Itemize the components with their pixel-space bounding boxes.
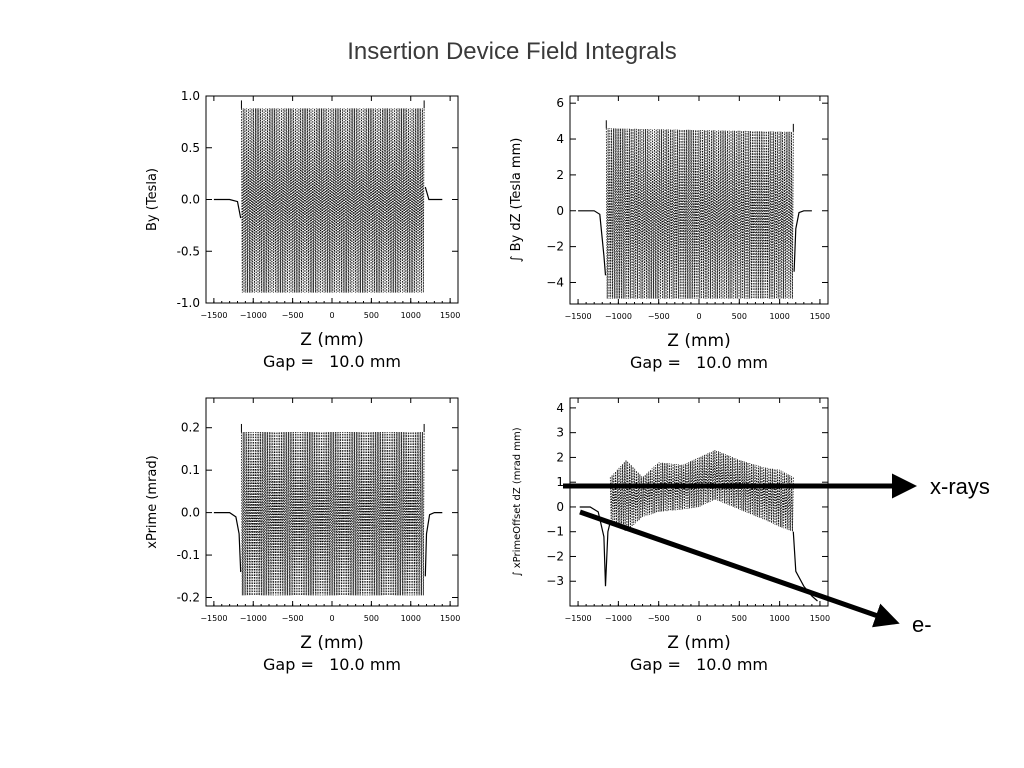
x-tick-label: −1500	[200, 311, 227, 320]
gap-caption: Gap = 10.0 mm	[263, 655, 401, 674]
y-tick-label: 1	[556, 475, 564, 489]
y-tick-label: 2	[556, 450, 564, 464]
series-left-tail	[213, 512, 242, 573]
y-tick-label: 0.1	[181, 463, 200, 477]
y-axis-label: xPrime (mrad)	[145, 455, 160, 548]
series-left-tail	[213, 198, 242, 219]
y-tick-label: 3	[556, 426, 564, 440]
x-tick-label: −1000	[240, 614, 267, 623]
y-tick-label: 0.2	[181, 421, 200, 435]
y-tick-label: 6	[556, 96, 564, 110]
series-oscillation	[609, 450, 794, 532]
y-tick-label: 2	[556, 168, 564, 182]
x-tick-label: 1000	[769, 312, 789, 321]
x-axis-label: Z (mm)	[667, 633, 730, 653]
x-tick-label: −500	[648, 614, 670, 623]
x-tick-label: −1000	[605, 312, 632, 321]
series-right-tail	[793, 210, 812, 272]
y-tick-label: 4	[556, 132, 564, 146]
x-tick-label: 500	[364, 614, 379, 623]
series-right-tail	[792, 531, 818, 602]
series-right-tail	[424, 186, 443, 201]
page-title: Insertion Device Field Integrals	[347, 38, 677, 65]
gap-caption: Gap = 10.0 mm	[630, 655, 768, 674]
y-axis-label: By (Tesla)	[145, 168, 160, 231]
x-tick-label: 500	[364, 311, 379, 320]
x-tick-label: −1500	[565, 312, 592, 321]
x-tick-label: −500	[282, 614, 304, 623]
y-tick-label: 0	[556, 204, 564, 218]
chart-by: −1500 −1000 −500 0 500 1000 1500 -1.0 -0.5 0.0 0.5…	[145, 89, 460, 371]
y-tick-label: −2	[546, 549, 564, 563]
x-tick-label: −1500	[200, 614, 227, 623]
x-tick-label: −500	[648, 312, 670, 321]
y-tick-label: −4	[546, 275, 564, 289]
y-tick-label: 0.0	[181, 506, 200, 520]
series-right-tail	[424, 512, 443, 577]
y-tick-label: 0.5	[181, 141, 200, 155]
x-tick-label: 1500	[440, 614, 460, 623]
xrays-label: x-rays	[930, 474, 990, 499]
series-oscillation	[241, 431, 425, 596]
x-tick-label: −1000	[240, 311, 267, 320]
x-tick-label: 0	[329, 614, 334, 623]
y-tick-label: -1.0	[177, 296, 200, 310]
y-tick-label: -0.1	[177, 548, 200, 562]
chart-integral-by: −1500 −1000 −500 0 500 1000 1500 −4 −2 0 2 4 6 Z (mm)…	[509, 95, 830, 372]
x-axis-label: Z (mm)	[300, 330, 363, 350]
y-tick-label: −2	[546, 240, 564, 254]
x-tick-label: 500	[732, 312, 747, 321]
x-tick-label: 1500	[440, 311, 460, 320]
x-tick-label: 0	[696, 312, 701, 321]
gap-caption: Gap = 10.0 mm	[630, 353, 768, 372]
y-tick-label: −1	[546, 525, 564, 539]
x-tick-label: 1000	[401, 614, 421, 623]
y-axis-label: ∫ xPrimeOffset dZ (mrad mm)	[512, 427, 523, 576]
electron-arrow	[579, 509, 900, 628]
x-axis-label: Z (mm)	[667, 331, 730, 351]
x-axis-label: Z (mm)	[300, 633, 363, 653]
x-tick-label: 1000	[401, 311, 421, 320]
electron-label: e-	[912, 612, 932, 637]
x-tick-label: −1000	[605, 614, 632, 623]
x-tick-label: 0	[329, 311, 334, 320]
y-tick-label: 1.0	[181, 89, 200, 103]
x-tick-label: 500	[732, 614, 747, 623]
series-left-tail	[578, 210, 607, 276]
x-tick-label: 1000	[769, 614, 789, 623]
series-oscillation	[605, 128, 794, 299]
x-tick-label: 0	[696, 614, 701, 623]
series-oscillation	[241, 108, 425, 293]
gap-caption: Gap = 10.0 mm	[263, 352, 401, 371]
y-tick-label: −3	[546, 574, 564, 588]
chart-integral-xprime: −1500 −1000 −500 0 500 1000 1500 −3 −2 −1 0 1 2 3 4 Z (…	[512, 397, 830, 674]
y-tick-label: 0	[556, 500, 564, 514]
x-tick-label: −1500	[565, 614, 592, 623]
x-tick-label: 1500	[810, 312, 830, 321]
x-tick-label: 1500	[810, 614, 830, 623]
x-tick-label: −500	[282, 311, 304, 320]
chart-xprime: −1500 −1000 −500 0 500 1000 1500 -0.2 -0.1 0.0 0.1…	[145, 397, 460, 674]
y-axis-label: ∫ By dZ (Tesla mm)	[509, 138, 524, 263]
y-tick-label: 0.0	[181, 193, 200, 207]
y-tick-label: 4	[556, 401, 564, 415]
series-left-tail	[579, 506, 611, 587]
y-tick-label: -0.5	[177, 244, 200, 258]
y-tick-label: -0.2	[177, 591, 200, 605]
